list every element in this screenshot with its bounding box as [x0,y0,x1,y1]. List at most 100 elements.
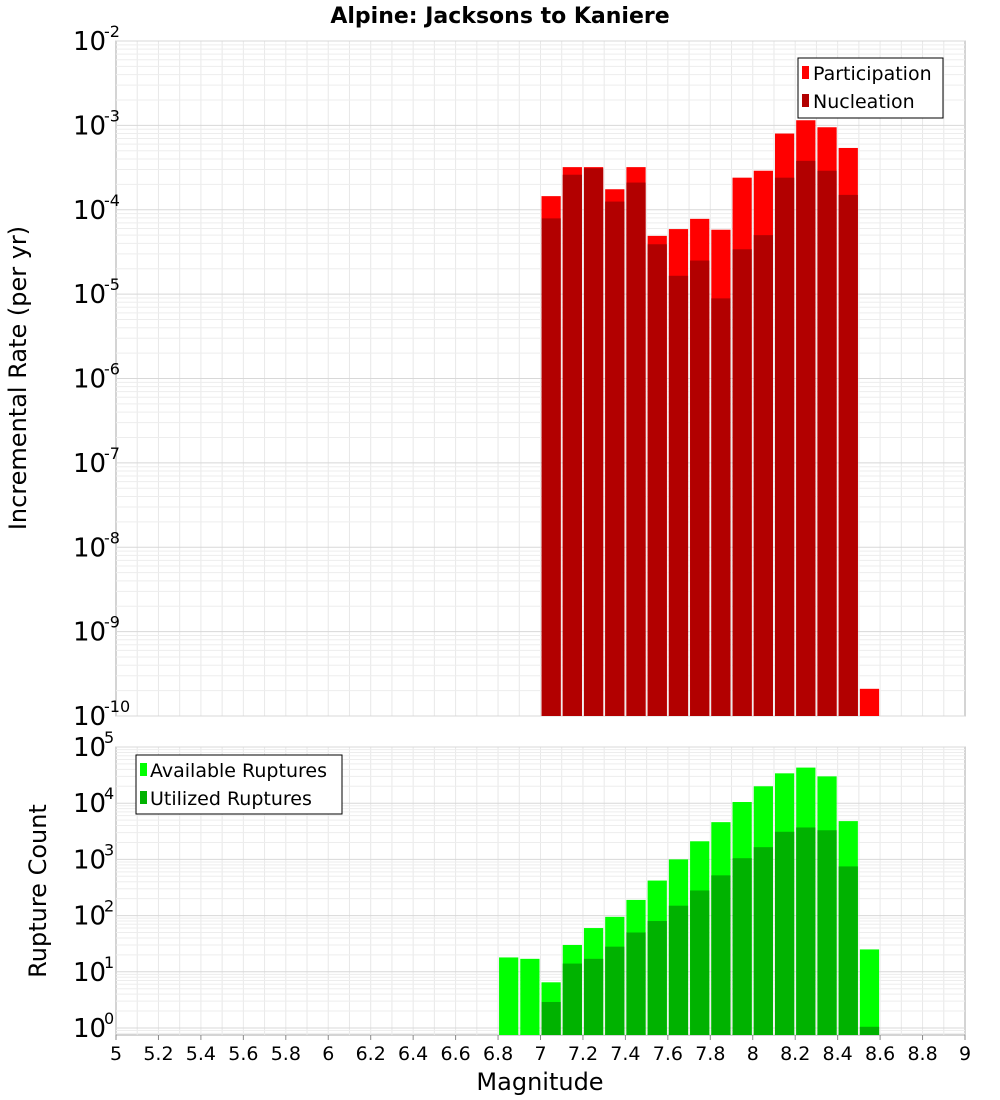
y-tick-exponent: 4 [104,784,114,803]
top-bars [541,120,880,717]
bar-available-ruptures [859,949,880,1035]
x-tick-label: 8.4 [823,1043,853,1065]
bar-nucleation [817,170,837,716]
y-tick-label: 10 [73,702,106,732]
x-tick-label: 6.6 [440,1043,470,1065]
y-tick-label: 10 [73,280,106,310]
legend-label-available: Available Ruptures [150,760,327,782]
y-tick-exponent: -4 [104,191,120,210]
x-tick-label: 8 [747,1043,759,1065]
top-y-axis-label: Incremental Rate (per yr) [4,226,32,530]
bar-nucleation [626,182,646,716]
y-tick-label: 10 [73,789,106,819]
x-ticks: 5 5.2 5.4 5.6 5.8 6 6.2 6.4 6.6 6.8 7 7.2 7.4 7.6 7.8 8… [110,1035,971,1065]
y-tick-exponent: 3 [104,840,114,859]
bottom-bars [499,767,880,1035]
bar-available-ruptures [520,958,540,1035]
bar-nucleation [690,260,710,716]
x-tick-label: 9 [959,1043,971,1065]
bar-nucleation [774,177,795,716]
y-tick-label: 10 [73,533,106,563]
y-tick-exponent: 0 [104,1009,114,1028]
y-tick-exponent: 1 [104,953,114,972]
y-tick-exponent: -10 [104,697,130,716]
x-tick-label: 7 [534,1043,546,1065]
bar-nucleation [647,244,667,717]
x-tick-label: 6.4 [398,1043,428,1065]
bar-utilized-ruptures [562,963,582,1035]
bar-nucleation [753,235,773,716]
bar-nucleation [605,201,625,716]
x-tick-label: 5.8 [271,1043,301,1065]
bottom-legend: Available Ruptures Utilized Ruptures [135,754,343,815]
bar-available-ruptures [499,957,519,1035]
bar-nucleation [796,160,816,717]
y-tick-label: 10 [73,902,106,932]
y-tick-label: 10 [73,365,106,395]
x-tick-label: 5.6 [228,1043,258,1065]
bar-utilized-ruptures [732,858,752,1035]
y-tick-label: 10 [73,196,106,226]
legend-swatch-available [140,763,147,776]
y-tick-exponent: -3 [104,106,120,125]
x-tick-label: 7.2 [568,1043,598,1065]
x-tick-label: 7.8 [695,1043,725,1065]
y-tick-label: 10 [73,111,106,141]
x-tick-label: 8.8 [907,1043,937,1065]
bar-nucleation [711,298,731,716]
x-tick-label: 6.8 [483,1043,513,1065]
chart-title: Alpine: Jacksons to Kaniere [330,4,669,29]
bar-nucleation [668,275,689,716]
x-tick-label: 7.4 [610,1043,640,1065]
top-legend-box [797,57,944,119]
y-tick-exponent: 2 [104,897,114,916]
bar-utilized-ruptures [711,875,731,1035]
x-tick-label: 5 [110,1043,122,1065]
y-tick-exponent: -7 [104,444,120,463]
x-tick-label: 5.4 [186,1043,216,1065]
x-axis-label: Magnitude [476,1068,603,1096]
legend-label-utilized: Utilized Ruptures [150,788,312,810]
y-tick-exponent: 5 [104,728,114,747]
bar-participation [859,688,880,716]
bottom-legend-box [135,754,343,815]
bar-utilized-ruptures [690,890,710,1035]
bar-utilized-ruptures [541,1001,561,1035]
legend-swatch-participation [802,66,809,79]
bar-utilized-ruptures [626,932,646,1035]
bar-nucleation [583,168,604,716]
x-tick-label: 6.2 [356,1043,386,1065]
bar-utilized-ruptures [583,958,604,1035]
y-tick-exponent: -2 [104,22,120,41]
bottom-y-axis-label: Rupture Count [24,804,52,978]
y-tick-exponent: -9 [104,613,120,632]
bar-utilized-ruptures [796,827,816,1035]
x-tick-label: 8.6 [865,1043,895,1065]
bar-nucleation [732,249,752,716]
y-tick-label: 10 [73,27,106,57]
y-tick-exponent: -5 [104,275,120,294]
y-tick-exponent: -6 [104,360,120,379]
top-y-ticks: 10-210-310-410-510-610-710-810-910-10 [73,22,130,732]
x-tick-label: 8.2 [780,1043,810,1065]
bar-utilized-ruptures [859,1026,880,1035]
legend-label-nucleation: Nucleation [813,91,915,113]
bar-utilized-ruptures [668,905,689,1035]
top-legend: Participation Nucleation [797,57,944,119]
top-panel: 10-210-310-410-510-610-710-810-910-10 In… [4,22,966,732]
legend-swatch-utilized [140,791,147,804]
y-tick-label: 10 [73,618,106,648]
bar-nucleation [562,174,582,716]
y-tick-label: 10 [73,733,106,763]
bottom-grid [116,746,965,1035]
x-tick-label: 6 [322,1043,334,1065]
x-tick-label: 5.2 [143,1043,173,1065]
bar-utilized-ruptures [817,830,837,1035]
bar-utilized-ruptures [774,831,795,1035]
y-tick-label: 10 [73,1014,106,1044]
y-tick-label: 10 [73,845,106,875]
top-grid [116,40,965,717]
